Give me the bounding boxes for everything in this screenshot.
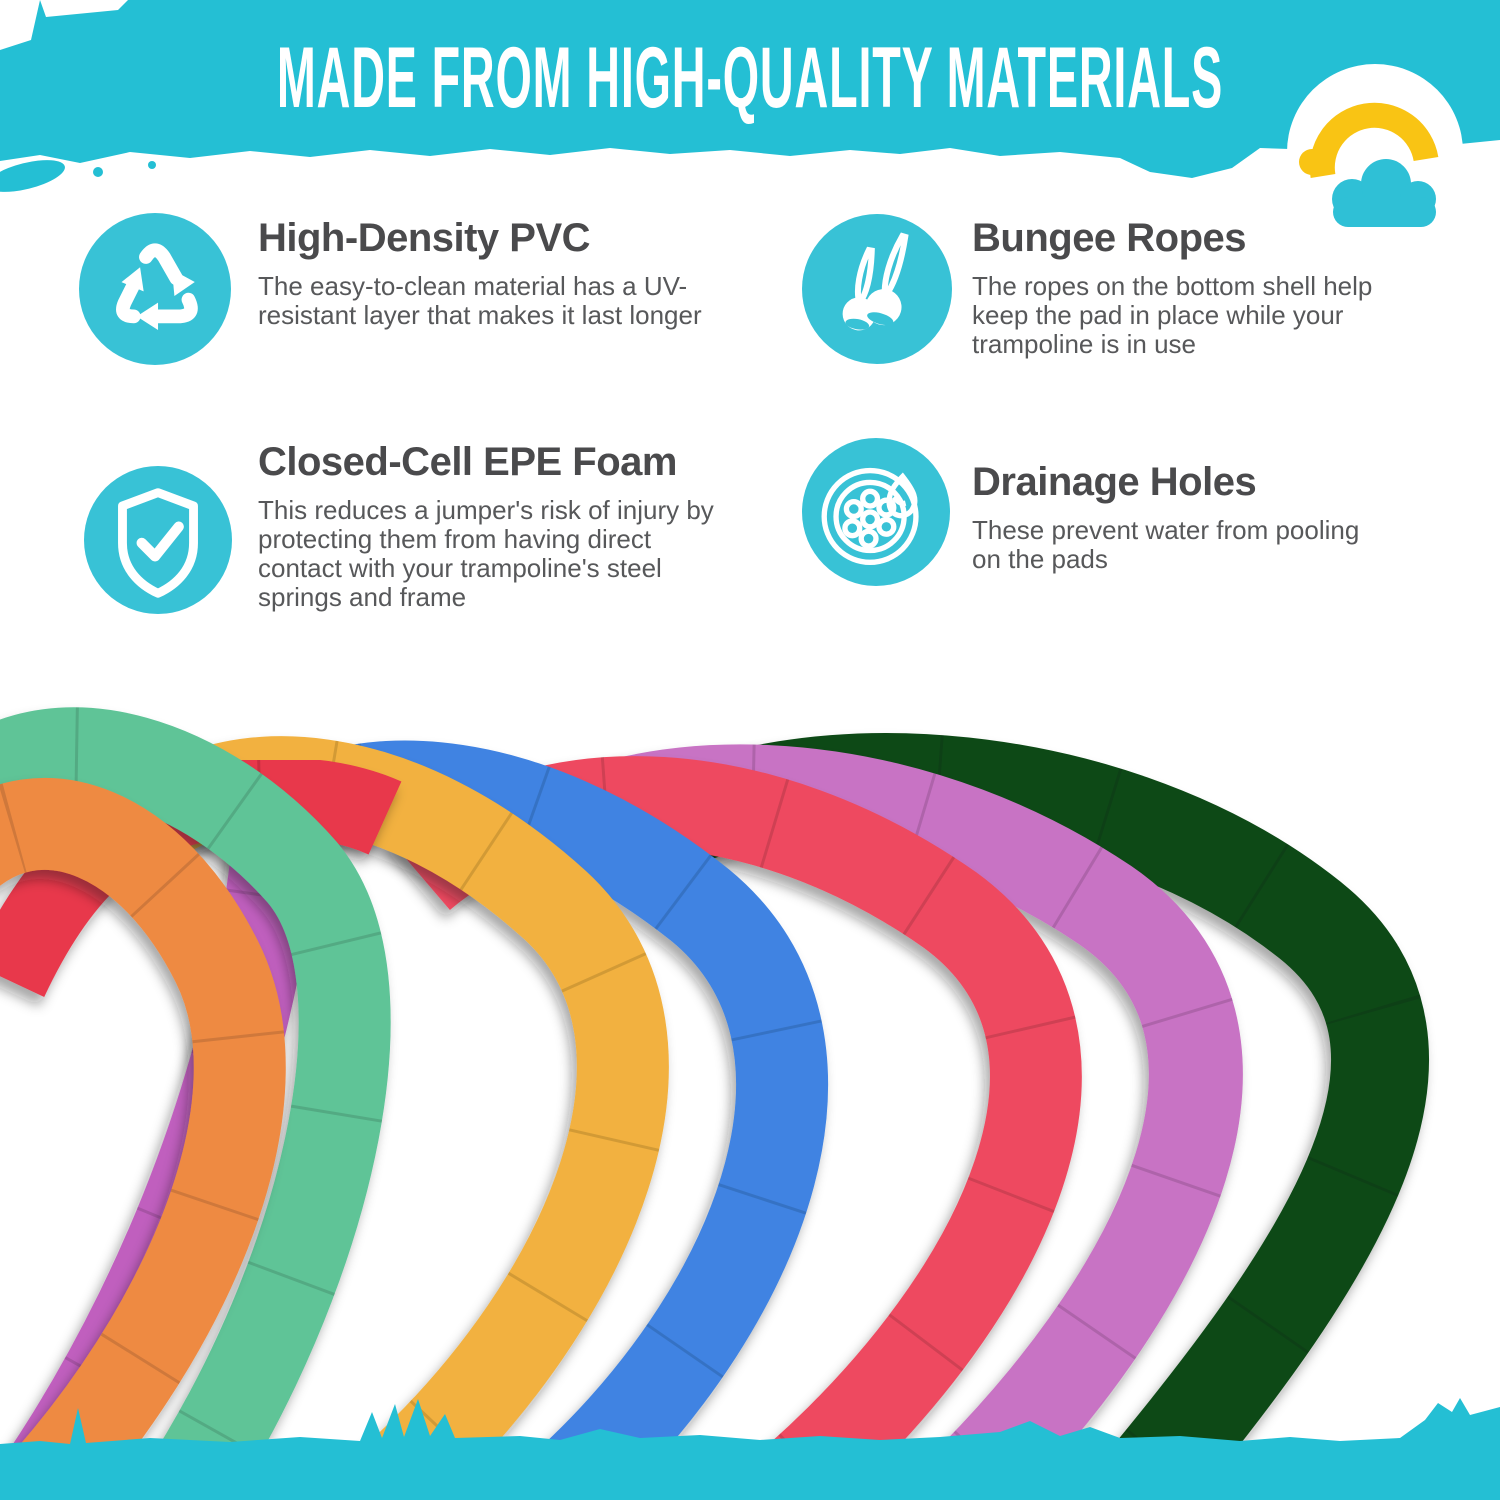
feature-title: Closed-Cell EPE Foam	[258, 440, 677, 484]
feature-icon-circle	[802, 438, 950, 586]
rainbow-dot	[1299, 149, 1325, 175]
cloud-icon	[1332, 159, 1436, 227]
header-white-streak	[40, 0, 128, 17]
header-paint-dot	[93, 167, 103, 177]
feature-description: These prevent water from pooling on the …	[972, 515, 1360, 574]
feature-icon-circle	[802, 214, 952, 364]
header-banner	[0, 0, 1500, 192]
brand-logo	[1287, 64, 1463, 240]
feature-title: High-Density PVC	[258, 216, 591, 260]
pad-orange	[0, 778, 286, 1500]
drainage-holes-icon	[821, 467, 919, 565]
header-paint-splat	[0, 160, 65, 192]
feature-description: The ropes on the bottom shell help keep …	[972, 271, 1373, 359]
pad-seafoam	[0, 707, 391, 1500]
bungee-ropes-icon	[842, 232, 909, 331]
feature-description: This reduces a jumper's risk of injury b…	[258, 495, 714, 612]
feature-icon-circle	[79, 213, 231, 365]
feature-description: The easy-to-clean material has a UV-resi…	[258, 271, 702, 330]
header-brush-band	[0, 0, 1500, 178]
footer-brush-band	[0, 1398, 1500, 1500]
shield-check-icon	[118, 488, 198, 598]
header-paint-dot	[148, 161, 156, 169]
rainbow-icon	[1309, 102, 1439, 179]
feature-title: Bungee Ropes	[972, 216, 1247, 260]
recycle-icon	[116, 243, 198, 331]
feature-icon-circle	[84, 466, 232, 614]
footer-band	[0, 1398, 1500, 1500]
feature-title: Drainage Holes	[972, 460, 1257, 504]
header-white-streak	[0, 0, 40, 50]
